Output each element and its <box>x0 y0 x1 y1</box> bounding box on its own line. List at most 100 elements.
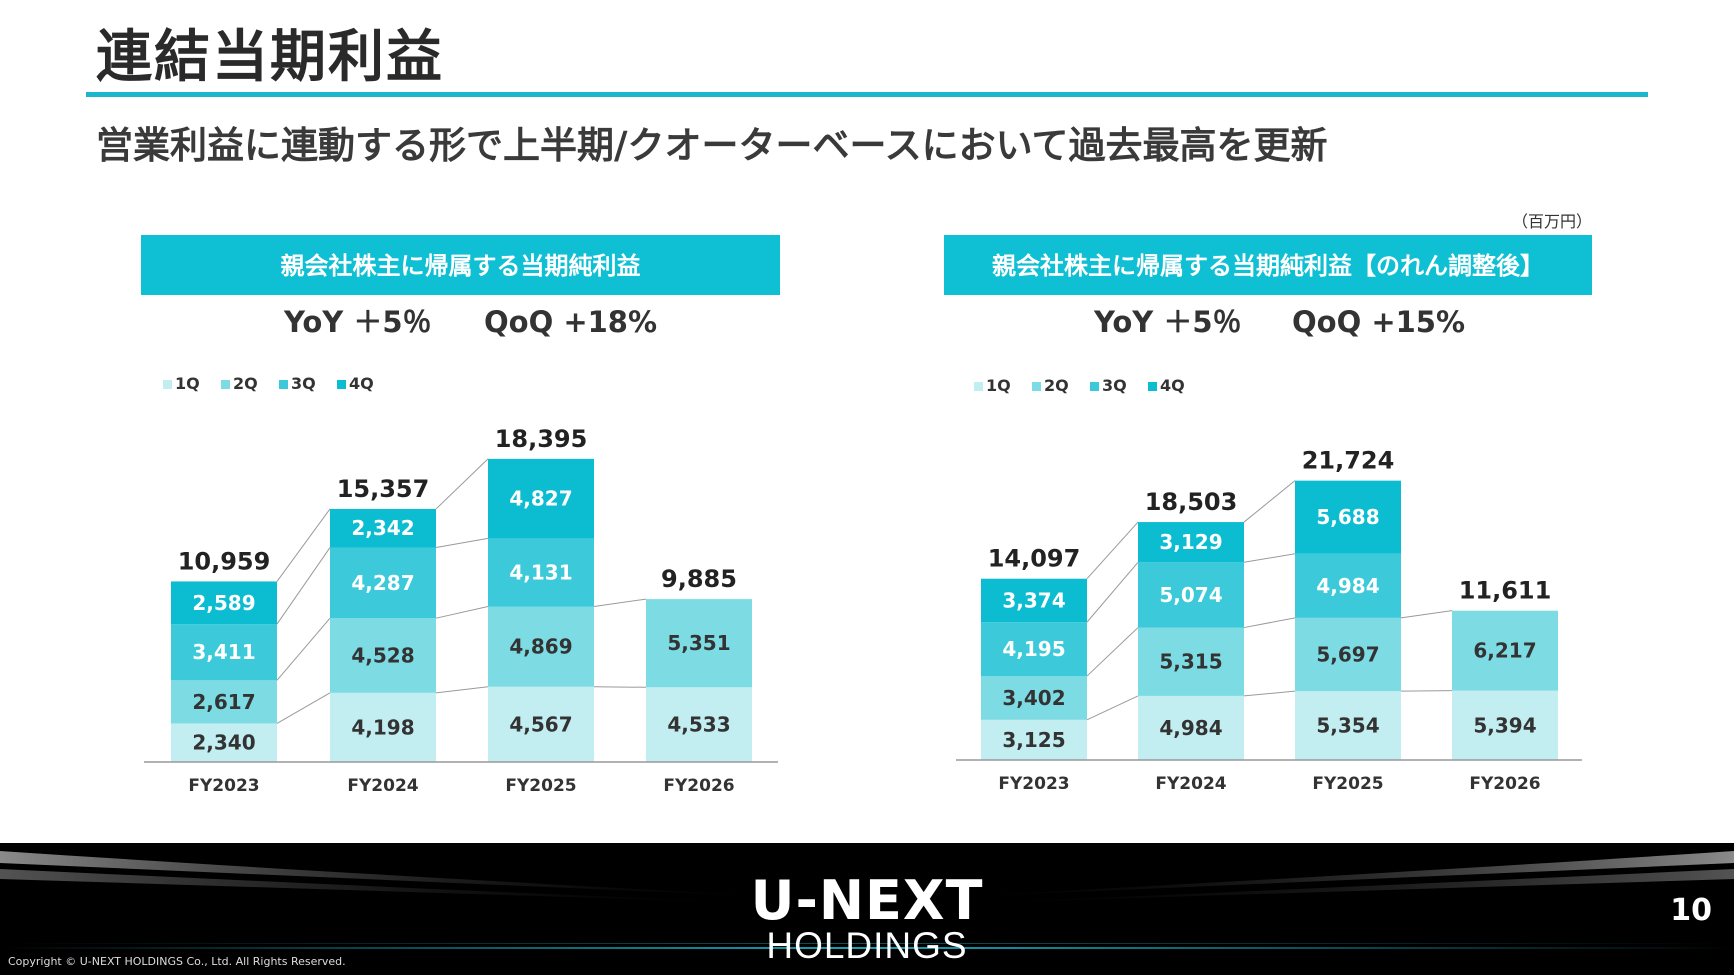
bar-segment-fy2025-2q <box>1295 617 1401 692</box>
connector-line <box>1400 690 1453 692</box>
x-tick-label: FY2023 <box>188 776 259 796</box>
connector-line <box>593 598 647 607</box>
connector-line <box>1086 627 1139 677</box>
footer: U-NEXT HOLDINGS 10 Copyright © U-NEXT HO… <box>0 843 1734 975</box>
bar-segment-fy2026-1q <box>1452 690 1558 760</box>
bar-segment-fy2023-4q <box>981 578 1087 623</box>
bar-segment-fy2025-3q <box>1295 553 1401 618</box>
charts-canvas: 親会社株主に帰属する当期純利益 YoY ＋5％ QoQ +18% 1Q 2Q 3Q 4Q 2,… <box>141 235 1592 796</box>
bar-value-label: 5,315 <box>1159 650 1222 674</box>
chart-title-banner <box>944 235 1592 295</box>
bar-value-label: 3,411 <box>192 640 255 664</box>
x-tick-label: FY2024 <box>347 776 418 796</box>
x-tick-label: FY2025 <box>505 776 576 796</box>
chart-title: 親会社株主に帰属する当期純利益 <box>281 252 641 280</box>
legend-label-4q: 4Q <box>349 374 374 393</box>
bar-value-label: 3,129 <box>1159 530 1222 554</box>
bar-value-label: 4,984 <box>1316 574 1379 598</box>
bar-segment-fy2024-4q <box>330 508 436 548</box>
copyright-text: Copyright © U-NEXT HOLDINGS Co., Ltd. Al… <box>8 955 346 968</box>
connector-line <box>1243 480 1296 523</box>
x-tick-label: FY2026 <box>663 776 734 796</box>
legend-swatch-4q <box>1148 382 1157 391</box>
bar-segment-fy2024-3q <box>1138 562 1244 628</box>
bar-value-label: 4,528 <box>351 644 414 668</box>
x-tick-label: FY2024 <box>1155 774 1226 794</box>
bar-value-label: 4,827 <box>509 487 572 511</box>
bar-value-label: 4,984 <box>1159 716 1222 740</box>
bar-total-label: 9,885 <box>661 565 737 593</box>
connector-line <box>276 617 331 681</box>
bar-total-label: 18,395 <box>495 425 588 453</box>
chart-title-banner <box>141 235 780 295</box>
connector-line <box>1086 521 1139 580</box>
yoy-growth: YoY ＋5％ <box>1093 305 1242 339</box>
connector-line <box>435 458 489 510</box>
bar-segment-fy2025-4q <box>488 458 594 539</box>
legend-swatch-3q <box>279 380 288 389</box>
page-subtitle: 営業利益に連動する形で上半期/クオーターベースにおいて過去最高を更新 <box>96 124 1328 167</box>
bar-value-label: 4,198 <box>351 715 414 739</box>
x-tick-label: FY2025 <box>1312 774 1383 794</box>
x-tick-label: FY2023 <box>998 774 1069 794</box>
bar-value-label: 6,217 <box>1473 639 1536 663</box>
legend-swatch-1q <box>974 382 983 391</box>
bar-segment-fy2024-2q <box>1138 627 1244 696</box>
bar-value-label: 4,533 <box>667 713 730 737</box>
bar-value-label: 4,869 <box>509 635 572 659</box>
bar-value-label: 4,567 <box>509 712 572 736</box>
legend-label-2q: 2Q <box>1044 376 1069 395</box>
bar-value-label: 4,131 <box>509 560 572 584</box>
legend-label-1q: 1Q <box>986 376 1011 395</box>
page-number: 10 <box>1670 893 1712 928</box>
bar-value-label: 5,394 <box>1473 713 1536 737</box>
qoq-growth: QoQ +15% <box>1292 305 1465 339</box>
chart-title: 親会社株主に帰属する当期純利益【のれん調整後】 <box>992 252 1544 280</box>
bar-segment-fy2026-2q <box>646 599 752 688</box>
legend-label-3q: 3Q <box>1102 376 1127 395</box>
x-tick-label: FY2026 <box>1469 774 1540 794</box>
legend-label-2q: 2Q <box>233 374 258 393</box>
bar-segment-fy2023-1q <box>171 723 277 762</box>
bar-value-label: 3,402 <box>1002 686 1065 710</box>
bar-segment-fy2023-2q <box>981 676 1087 720</box>
bar-value-label: 5,354 <box>1316 714 1379 738</box>
legend-label-1q: 1Q <box>175 374 200 393</box>
page-title: 連結当期利益 <box>96 25 444 90</box>
connector-line <box>1243 553 1296 563</box>
bar-segment-fy2023-3q <box>171 624 277 681</box>
bar-value-label: 2,340 <box>192 731 255 755</box>
bar-total-label: 11,611 <box>1459 577 1552 605</box>
legend-label-3q: 3Q <box>291 374 316 393</box>
logo-holdings: HOLDINGS <box>766 925 968 966</box>
legend-label-4q: 4Q <box>1160 376 1185 395</box>
legend-swatch-2q <box>221 380 230 389</box>
connector-line <box>1243 690 1296 697</box>
bar-value-label: 2,617 <box>192 690 255 714</box>
connector-line <box>276 692 331 724</box>
legend-swatch-1q <box>163 380 172 389</box>
logo-unext: U-NEXT <box>750 869 984 932</box>
legend-swatch-2q <box>1032 382 1041 391</box>
legend-swatch-4q <box>337 380 346 389</box>
bar-segment-fy2025-2q <box>488 606 594 687</box>
connector-line <box>1400 610 1453 619</box>
connector-line <box>276 508 331 582</box>
legend-swatch-3q <box>1090 382 1099 391</box>
connector-line <box>435 537 489 549</box>
bar-value-label: 2,589 <box>192 591 255 615</box>
connector-line <box>593 686 647 688</box>
footer-light-streaks <box>0 851 1734 949</box>
bar-total-label: 18,503 <box>1145 488 1238 516</box>
connector-line <box>435 606 489 619</box>
connector-line <box>435 686 489 694</box>
bar-segment-fy2024-2q <box>330 618 436 693</box>
bar-segment-fy2026-1q <box>646 687 752 762</box>
connector-line <box>1086 695 1139 721</box>
bar-total-label: 21,724 <box>1302 447 1395 475</box>
yoy-growth: YoY ＋5％ <box>283 305 432 339</box>
bar-segment-fy2025-3q <box>488 538 594 607</box>
bar-value-label: 2,342 <box>351 516 414 540</box>
bar-value-label: 4,287 <box>351 571 414 595</box>
title-divider <box>86 92 1648 97</box>
